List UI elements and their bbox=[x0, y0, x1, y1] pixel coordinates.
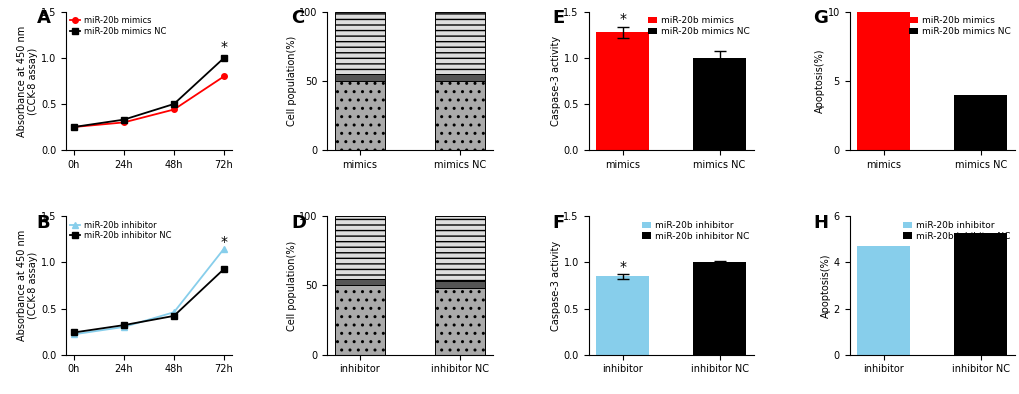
Bar bbox=[334, 74, 384, 81]
Text: G: G bbox=[812, 9, 827, 27]
Text: *: * bbox=[220, 235, 227, 249]
miR-20b inhibitor bbox=[67, 332, 79, 337]
miR-20b mimics NC bbox=[117, 117, 129, 122]
Line: miR-20b mimics NC: miR-20b mimics NC bbox=[71, 55, 226, 130]
Bar bbox=[334, 279, 384, 286]
miR-20b mimics bbox=[67, 125, 79, 129]
Legend: miR-20b inhibitor, miR-20b inhibitor NC: miR-20b inhibitor, miR-20b inhibitor NC bbox=[642, 221, 749, 241]
Y-axis label: Apoptosis(%): Apoptosis(%) bbox=[814, 49, 824, 113]
miR-20b mimics NC bbox=[218, 56, 230, 60]
Y-axis label: Caspase-3 activity: Caspase-3 activity bbox=[550, 36, 560, 126]
Bar bbox=[435, 288, 485, 355]
Bar bbox=[435, 216, 485, 281]
Text: F: F bbox=[551, 214, 564, 232]
miR-20b inhibitor NC bbox=[218, 267, 230, 271]
miR-20b mimics NC bbox=[168, 102, 180, 106]
Text: D: D bbox=[290, 214, 306, 232]
miR-20b mimics bbox=[117, 120, 129, 125]
Line: miR-20b inhibitor NC: miR-20b inhibitor NC bbox=[71, 266, 226, 335]
Legend: miR-20b mimics, miR-20b mimics NC: miR-20b mimics, miR-20b mimics NC bbox=[647, 16, 749, 36]
Y-axis label: Cell population(%): Cell population(%) bbox=[286, 240, 297, 331]
Bar bbox=[856, 246, 910, 355]
Y-axis label: Cell population(%): Cell population(%) bbox=[286, 36, 297, 126]
Line: miR-20b mimics: miR-20b mimics bbox=[71, 74, 226, 130]
Bar bbox=[692, 58, 746, 150]
Bar bbox=[334, 81, 384, 150]
miR-20b mimics NC bbox=[67, 125, 79, 129]
Bar bbox=[435, 281, 485, 288]
Text: E: E bbox=[551, 9, 564, 27]
Legend: miR-20b mimics, miR-20b mimics NC: miR-20b mimics, miR-20b mimics NC bbox=[70, 16, 166, 35]
Bar bbox=[595, 32, 649, 150]
Text: H: H bbox=[812, 214, 827, 232]
miR-20b inhibitor bbox=[218, 246, 230, 251]
Bar bbox=[334, 12, 384, 74]
Legend: miR-20b inhibitor, miR-20b inhibitor NC: miR-20b inhibitor, miR-20b inhibitor NC bbox=[903, 221, 1010, 241]
Bar bbox=[595, 276, 649, 355]
Text: C: C bbox=[290, 9, 304, 27]
Y-axis label: Absorbance at 450 nm
(CCK-8 assay): Absorbance at 450 nm (CCK-8 assay) bbox=[16, 230, 39, 341]
Text: *: * bbox=[220, 41, 227, 54]
miR-20b mimics bbox=[218, 74, 230, 79]
Y-axis label: Apoptosis(%): Apoptosis(%) bbox=[820, 253, 830, 318]
Bar bbox=[953, 232, 1007, 355]
Bar bbox=[435, 12, 485, 74]
miR-20b inhibitor bbox=[117, 325, 129, 329]
Legend: G1, G2, S: G1, G2, S bbox=[588, 17, 623, 60]
miR-20b inhibitor NC bbox=[168, 314, 180, 318]
miR-20b inhibitor bbox=[168, 310, 180, 314]
miR-20b mimics bbox=[168, 107, 180, 112]
Legend: miR-20b mimics, miR-20b mimics NC: miR-20b mimics, miR-20b mimics NC bbox=[908, 16, 1010, 36]
Legend: miR-20b inhibitor, miR-20b inhibitor NC: miR-20b inhibitor, miR-20b inhibitor NC bbox=[70, 221, 171, 240]
miR-20b inhibitor NC bbox=[67, 330, 79, 335]
Text: *: * bbox=[619, 260, 626, 274]
Y-axis label: Absorbance at 450 nm
(CCK-8 assay): Absorbance at 450 nm (CCK-8 assay) bbox=[16, 25, 39, 137]
miR-20b inhibitor NC bbox=[117, 323, 129, 327]
Bar bbox=[334, 286, 384, 355]
Legend: G1, G2, S: G1, G2, S bbox=[588, 221, 623, 265]
Y-axis label: Caspase-3 activity: Caspase-3 activity bbox=[550, 240, 560, 331]
Bar bbox=[334, 216, 384, 279]
Bar bbox=[856, 12, 910, 150]
Bar bbox=[692, 262, 746, 355]
Bar bbox=[435, 81, 485, 150]
Bar bbox=[435, 74, 485, 81]
Line: miR-20b inhibitor: miR-20b inhibitor bbox=[71, 246, 226, 337]
Text: B: B bbox=[37, 214, 50, 232]
Bar bbox=[953, 95, 1007, 150]
Text: A: A bbox=[37, 9, 50, 27]
Text: *: * bbox=[619, 12, 626, 26]
